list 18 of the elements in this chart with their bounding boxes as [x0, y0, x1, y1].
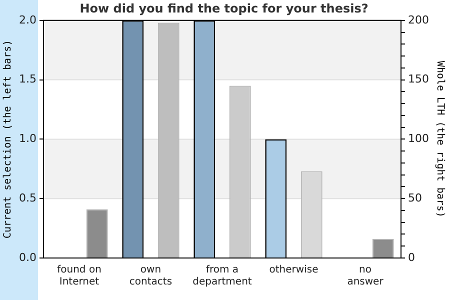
y2-axis-title: Whole LTH (the right bars): [434, 60, 446, 218]
y2-tick-label: 100: [408, 132, 430, 146]
y-tick-label: 1.0: [18, 132, 36, 146]
y-tick-label: 0.5: [18, 191, 36, 204]
x-tick-label: own contacts: [129, 264, 172, 288]
x-tick-label: otherwise: [269, 264, 318, 276]
x-tick-label: found on Internet: [57, 264, 102, 288]
y-tick-label: 1.5: [18, 72, 36, 86]
y2-tick-label: 50: [408, 191, 422, 204]
x-tick-label: no answer: [347, 264, 384, 288]
y-tick-label: 0.0: [18, 250, 36, 264]
y2-tick-label: 150: [408, 72, 430, 86]
y-axis-title: Current selection (the left bars): [2, 40, 14, 239]
y2-tick-label: 200: [408, 13, 430, 26]
y2-tick-label: 0: [408, 250, 416, 264]
x-tick-label: from a department: [192, 264, 252, 288]
y-tick-label: 2.0: [18, 13, 36, 26]
chart-title: How did you find the topic for your thesis?: [80, 1, 368, 16]
